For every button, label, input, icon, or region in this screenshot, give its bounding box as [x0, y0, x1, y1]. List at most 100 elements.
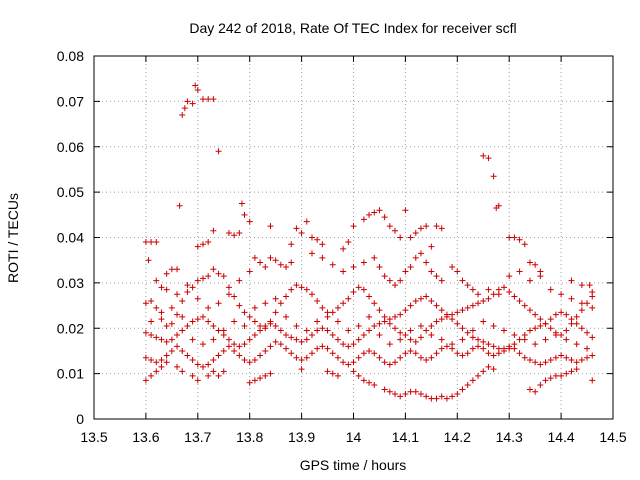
data-point	[402, 332, 409, 339]
data-point	[241, 309, 248, 316]
data-point	[392, 391, 399, 398]
data-point	[246, 379, 253, 386]
data-point	[558, 291, 565, 298]
data-point	[142, 300, 149, 307]
data-point	[179, 313, 186, 320]
data-point	[485, 286, 492, 293]
data-point	[194, 87, 201, 94]
data-point	[199, 341, 206, 348]
data-point	[537, 316, 544, 323]
data-point	[381, 386, 388, 393]
data-point	[246, 268, 253, 275]
data-point	[251, 357, 258, 364]
data-point	[573, 359, 580, 366]
data-point	[490, 173, 497, 180]
data-point	[215, 372, 222, 379]
data-point	[366, 347, 373, 354]
data-point	[189, 336, 196, 343]
data-point	[526, 327, 533, 334]
data-point	[283, 293, 290, 300]
data-point	[334, 318, 341, 325]
data-point	[308, 350, 315, 357]
data-point	[558, 352, 565, 359]
data-point	[179, 298, 186, 305]
data-point	[532, 325, 539, 332]
data-point	[449, 263, 456, 270]
data-point	[417, 322, 424, 329]
data-point	[360, 332, 367, 339]
data-point	[485, 363, 492, 370]
data-point	[158, 309, 165, 316]
data-point	[148, 318, 155, 325]
x-tick-label: 14.5	[599, 429, 626, 445]
data-point	[417, 354, 424, 361]
data-point	[480, 345, 487, 352]
data-point	[241, 211, 248, 218]
data-point	[407, 234, 414, 241]
data-point	[563, 370, 570, 377]
data-point	[526, 277, 533, 284]
data-point	[490, 343, 497, 350]
data-point	[490, 322, 497, 329]
data-point	[251, 377, 258, 384]
data-point	[225, 284, 232, 291]
data-point	[329, 261, 336, 268]
data-point	[241, 341, 248, 348]
data-point	[350, 288, 357, 295]
data-point	[303, 354, 310, 361]
data-point	[412, 338, 419, 345]
data-point	[194, 377, 201, 384]
axis-ticks	[93, 55, 614, 420]
x-tick-labels: 13.5 13.6 13.7 13.8 13.9 14 14.1 14.2 14.3 14.4 14…	[80, 429, 626, 445]
data-point	[283, 332, 290, 339]
data-point	[490, 291, 497, 298]
y-tick-label: 0.02	[57, 320, 84, 336]
data-point	[516, 298, 523, 305]
data-point	[386, 341, 393, 348]
data-point	[184, 352, 191, 359]
data-point	[490, 352, 497, 359]
data-point	[371, 209, 378, 216]
data-point	[236, 352, 243, 359]
data-point	[366, 327, 373, 334]
data-point	[340, 300, 347, 307]
data-point	[412, 388, 419, 395]
data-point	[283, 345, 290, 352]
data-point	[345, 361, 352, 368]
data-point	[163, 286, 170, 293]
data-point	[293, 225, 300, 232]
data-point	[272, 338, 279, 345]
data-point	[423, 327, 430, 334]
data-point	[397, 311, 404, 318]
data-point	[360, 286, 367, 293]
data-point	[589, 352, 596, 359]
data-point	[225, 229, 232, 236]
data-point	[267, 254, 274, 261]
data-point	[371, 350, 378, 357]
data-point	[355, 284, 362, 291]
data-point	[469, 302, 476, 309]
data-point	[298, 357, 305, 364]
data-point	[397, 329, 404, 336]
data-point	[454, 350, 461, 357]
data-point	[584, 300, 591, 307]
data-point	[241, 357, 248, 364]
data-point	[205, 304, 212, 311]
data-point	[215, 148, 222, 155]
data-point	[210, 266, 217, 273]
data-point	[303, 286, 310, 293]
data-point	[179, 347, 186, 354]
data-point	[340, 245, 347, 252]
data-point	[179, 111, 186, 118]
data-point	[288, 350, 295, 357]
data-point	[210, 336, 217, 343]
data-point	[480, 318, 487, 325]
data-point	[210, 227, 217, 234]
data-point	[386, 388, 393, 395]
data-point	[573, 320, 580, 327]
data-point	[199, 363, 206, 370]
data-point	[438, 336, 445, 343]
data-point	[293, 354, 300, 361]
data-point	[231, 347, 238, 354]
data-point	[542, 377, 549, 384]
